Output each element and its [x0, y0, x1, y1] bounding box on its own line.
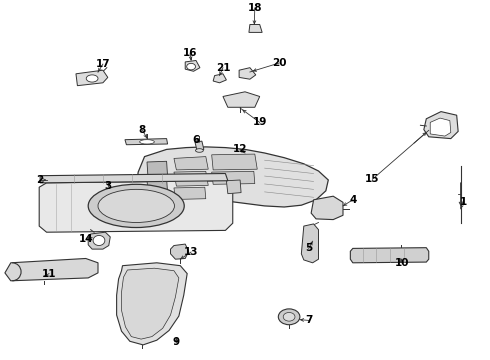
Text: 9: 9: [173, 337, 180, 347]
Text: 7: 7: [305, 315, 313, 325]
Ellipse shape: [283, 312, 295, 321]
Polygon shape: [249, 24, 262, 32]
Polygon shape: [88, 232, 110, 249]
Ellipse shape: [86, 75, 98, 82]
Text: 8: 8: [139, 125, 146, 135]
Ellipse shape: [88, 184, 184, 228]
Polygon shape: [39, 181, 233, 232]
Polygon shape: [171, 244, 189, 259]
Ellipse shape: [98, 189, 174, 222]
Polygon shape: [350, 248, 429, 263]
Polygon shape: [174, 157, 208, 170]
Polygon shape: [117, 263, 187, 345]
Polygon shape: [195, 141, 204, 150]
Polygon shape: [174, 187, 206, 199]
Ellipse shape: [187, 63, 196, 70]
Text: 2: 2: [37, 175, 44, 185]
Text: 15: 15: [365, 174, 380, 184]
Polygon shape: [147, 194, 165, 202]
Text: 12: 12: [233, 144, 247, 154]
Text: 11: 11: [42, 269, 56, 279]
Ellipse shape: [93, 235, 105, 246]
Polygon shape: [424, 112, 458, 139]
Polygon shape: [122, 268, 179, 339]
Text: 6: 6: [193, 135, 199, 145]
Ellipse shape: [140, 140, 154, 144]
Polygon shape: [226, 180, 241, 194]
Polygon shape: [430, 118, 451, 136]
Text: 14: 14: [78, 234, 93, 244]
Polygon shape: [125, 139, 168, 145]
Text: 3: 3: [104, 181, 111, 192]
Text: 4: 4: [349, 195, 357, 205]
Text: 13: 13: [184, 247, 198, 257]
Polygon shape: [174, 171, 208, 186]
Polygon shape: [301, 224, 319, 263]
Text: 5: 5: [305, 243, 312, 253]
Text: 17: 17: [96, 59, 110, 69]
Text: 19: 19: [252, 117, 267, 127]
Ellipse shape: [278, 309, 300, 325]
Polygon shape: [147, 161, 168, 177]
Polygon shape: [223, 92, 260, 107]
Polygon shape: [213, 74, 226, 83]
Text: 16: 16: [183, 48, 197, 58]
Text: 21: 21: [216, 63, 230, 73]
Polygon shape: [239, 68, 256, 79]
Polygon shape: [147, 179, 168, 193]
Text: 1: 1: [460, 197, 466, 207]
Polygon shape: [76, 70, 108, 86]
Text: 20: 20: [272, 58, 287, 68]
Polygon shape: [212, 154, 257, 170]
Polygon shape: [136, 147, 328, 207]
Ellipse shape: [196, 149, 203, 152]
Polygon shape: [40, 174, 228, 183]
Polygon shape: [5, 258, 98, 281]
Polygon shape: [311, 196, 343, 220]
Text: 18: 18: [247, 3, 262, 13]
Polygon shape: [212, 171, 255, 184]
Polygon shape: [185, 60, 200, 71]
Text: 10: 10: [394, 258, 409, 268]
